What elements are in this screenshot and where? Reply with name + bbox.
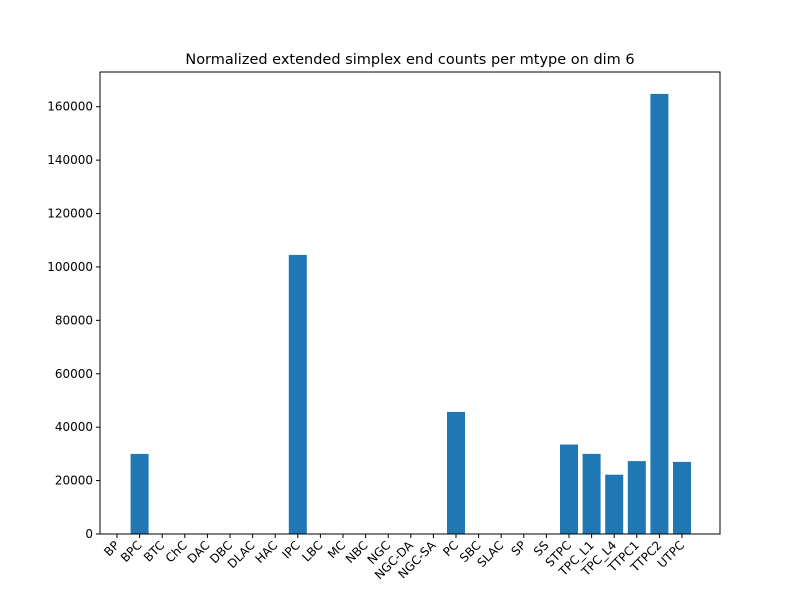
bar-ttpc1 xyxy=(627,461,646,534)
y-tick-label: 40000 xyxy=(55,420,93,434)
y-tick-label: 120000 xyxy=(47,207,93,221)
bar-ipc xyxy=(288,254,307,534)
bar-utpc xyxy=(673,461,691,534)
y-tick-label: 140000 xyxy=(47,153,93,167)
x-tick-label: SP xyxy=(509,538,529,558)
bar-tpc-l1 xyxy=(582,453,601,534)
x-tick-label: NBC xyxy=(343,538,371,566)
y-tick-label: 80000 xyxy=(55,313,93,327)
x-tick-label: HAC xyxy=(252,538,280,566)
chart-title: Normalized extended simplex end counts p… xyxy=(185,52,634,68)
y-tick-label: 160000 xyxy=(47,100,93,114)
y-tick-label: 100000 xyxy=(47,260,93,274)
x-tick-label: UTPC xyxy=(655,538,687,570)
x-tick-label: DAC xyxy=(185,538,213,566)
bar-bpc xyxy=(130,453,149,534)
y-tick-label: 0 xyxy=(85,527,93,541)
x-tick-label: BPC xyxy=(118,538,145,565)
y-tick-label: 20000 xyxy=(55,474,93,488)
x-tick-label: SLAC xyxy=(475,538,507,570)
bar-stpc xyxy=(560,444,578,534)
y-tick-label: 60000 xyxy=(55,367,93,381)
bar-tpc-l4 xyxy=(605,474,624,534)
bar-pc xyxy=(447,411,465,534)
x-tick-label: ChC xyxy=(163,538,190,565)
bars-group xyxy=(130,93,691,535)
axes-frame xyxy=(99,71,721,535)
y-axis: 0 20000 40000 60000 80000 100000 120000 140000 1… xyxy=(47,100,100,541)
x-tick-label: BTC xyxy=(141,538,167,564)
x-tick-label: IPC xyxy=(279,538,302,561)
bar-ttpc2 xyxy=(650,93,669,535)
x-tick-label: LBC xyxy=(299,538,325,564)
